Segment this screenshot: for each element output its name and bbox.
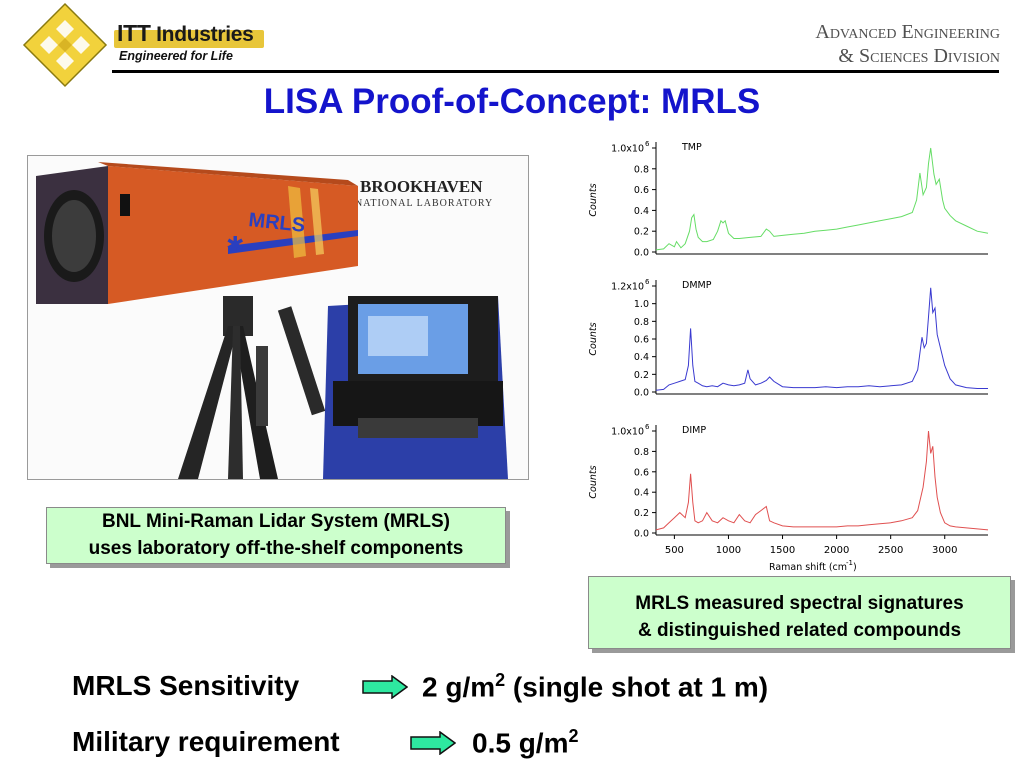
dmmp-y-tick-label: 0.0 bbox=[634, 388, 649, 399]
dimp-y-tick-label: 0.6 bbox=[634, 467, 649, 478]
dimp-y-tick-label: 0.4 bbox=[634, 488, 649, 499]
dimp-x-tick-label: 3000 bbox=[932, 545, 957, 556]
dimp-x-tick-label: 2500 bbox=[878, 545, 903, 556]
dimp-y-tick-label: 0.2 bbox=[634, 508, 649, 519]
itt-logo-mark bbox=[22, 2, 108, 88]
right-arrow-icon bbox=[362, 675, 408, 699]
brand-industries: Industries bbox=[156, 23, 254, 46]
requirement-value-sup: 2 bbox=[568, 726, 579, 746]
tripod bbox=[178, 296, 326, 479]
mrls-photo: BROOKHAVEN NATIONAL LABORATORY MRLS ✱ bbox=[27, 155, 529, 480]
dmmp-y-max-exponent: 6 bbox=[645, 278, 650, 286]
dimp-x-tick-label: 1500 bbox=[770, 545, 795, 556]
chart-caption-line-2: & distinguished related compounds bbox=[637, 620, 962, 641]
division-line-2: & Sciences Division bbox=[838, 45, 1000, 67]
tmp-y-tick-label: 0.6 bbox=[634, 185, 649, 196]
x-axis-label-sup: -1 bbox=[846, 559, 853, 567]
dimp-x-tick-label: 1000 bbox=[716, 545, 741, 556]
header-rule bbox=[112, 70, 999, 73]
brand-itt: ITT bbox=[117, 20, 151, 46]
chart-caption: MRLS measured spectral signatures & dist… bbox=[588, 576, 1011, 649]
dmmp-series-label: DMMP bbox=[682, 280, 712, 291]
dimp-x-tick-label: 500 bbox=[665, 545, 684, 556]
division-name: Advanced Engineering & Sciences Division bbox=[700, 20, 1000, 68]
tmp-y-tick-label: 0.2 bbox=[634, 227, 649, 238]
mrls-housing: MRLS ✱ bbox=[36, 162, 358, 304]
dmmp-y-tick-label: 0.4 bbox=[634, 352, 649, 363]
sensitivity-label: MRLS Sensitivity bbox=[72, 670, 300, 701]
photo-caption-line-1: BNL Mini-Raman Lidar System (MRLS) bbox=[101, 511, 451, 532]
dmmp-y-tick-label: 1.0 bbox=[634, 299, 649, 310]
right-arrow-icon bbox=[410, 731, 456, 755]
tmp-y-axis-label: Counts bbox=[588, 183, 599, 216]
x-axis-label-tail: ) bbox=[853, 562, 857, 573]
sensitivity-value-text: 2 g/m bbox=[422, 671, 496, 703]
laptop-cart bbox=[323, 296, 508, 479]
svg-text:✱: ✱ bbox=[226, 232, 244, 257]
chart-caption-line-1: MRLS measured spectral signatures bbox=[635, 593, 964, 614]
tagline: Engineered for Life bbox=[119, 49, 233, 63]
dimp-x-tick-label: 2000 bbox=[824, 545, 849, 556]
photo-caption: BNL Mini-Raman Lidar System (MRLS) uses … bbox=[46, 507, 506, 564]
dmmp-y-tick-label: 0.8 bbox=[634, 317, 649, 328]
photo-caption-line-2: uses laboratory off-the-shelf components bbox=[88, 538, 464, 559]
tmp-y-max-exponent: 6 bbox=[645, 140, 650, 148]
dmmp-y-axis-label: Counts bbox=[588, 322, 599, 355]
lab-logo-subtitle: NATIONAL LABORATORY bbox=[355, 198, 493, 209]
requirement-value: 0.5 g/m2 bbox=[472, 726, 579, 759]
dimp-y-max-exponent: 6 bbox=[645, 423, 650, 431]
tmp-series-label: TMP bbox=[681, 142, 702, 153]
raman-spectra-charts: 0.00.20.40.60.81.0x10 6CountsTMP0.00.20.4… bbox=[588, 140, 989, 573]
dmmp-y-max-label: 1.2x10 bbox=[611, 282, 644, 293]
lab-logo-name: BROOKHAVEN bbox=[360, 177, 483, 196]
tmp-y-tick-label: 0.8 bbox=[634, 164, 649, 175]
dimp-series-label: DIMP bbox=[682, 425, 706, 436]
dimp-spectrum-line bbox=[655, 430, 989, 531]
division-line-1: Advanced Engineering bbox=[815, 21, 1000, 43]
tmp-y-max-label: 1.0x10 bbox=[611, 144, 644, 155]
dmmp-y-tick-label: 0.6 bbox=[634, 335, 649, 346]
dimp-y-tick-label: 0.0 bbox=[634, 529, 649, 540]
sensitivity-value: 2 g/m2 (single shot at 1 m) bbox=[422, 670, 768, 703]
dimp-y-axis-label: Counts bbox=[588, 465, 599, 498]
tmp-y-tick-label: 0.4 bbox=[634, 206, 649, 217]
tmp-y-tick-label: 0.0 bbox=[634, 248, 649, 259]
x-axis-label: Raman shift (cm bbox=[769, 562, 847, 573]
page-title: LISA Proof-of-Concept: MRLS bbox=[263, 82, 761, 121]
brand-name: ITT Industries bbox=[117, 20, 254, 47]
tmp-spectrum-line bbox=[655, 147, 989, 251]
dmmp-y-tick-label: 0.2 bbox=[634, 370, 649, 381]
dimp-y-tick-label: 0.8 bbox=[634, 447, 649, 458]
dimp-y-max-label: 1.0x10 bbox=[611, 427, 644, 438]
sensitivity-note: (single shot at 1 m) bbox=[505, 671, 769, 703]
sensitivity-value-sup: 2 bbox=[495, 670, 506, 690]
dmmp-spectrum-line bbox=[655, 287, 988, 391]
requirement-label: Military requirement bbox=[72, 726, 340, 757]
requirement-value-text: 0.5 g/m bbox=[472, 727, 569, 759]
